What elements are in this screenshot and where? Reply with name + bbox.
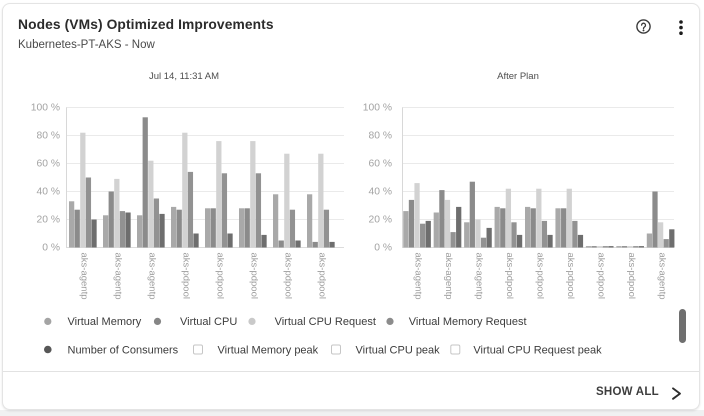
svg-text:Number of Consumers: Number of Consumers xyxy=(68,344,179,356)
svg-text:100 %: 100 % xyxy=(363,103,392,114)
svg-text:aks-agentp: aks-agentp xyxy=(413,253,424,300)
svg-text:40 %: 40 % xyxy=(369,187,392,198)
svg-text:aks-agentp: aks-agentp xyxy=(656,253,667,300)
svg-text:aks-agentp: aks-agentp xyxy=(79,253,90,300)
svg-text:Virtual CPU Request peak: Virtual CPU Request peak xyxy=(473,344,602,356)
svg-text:20 %: 20 % xyxy=(369,215,392,226)
svg-text:80 %: 80 % xyxy=(369,131,392,142)
svg-text:40 %: 40 % xyxy=(37,187,60,198)
svg-text:80 %: 80 % xyxy=(37,131,60,142)
svg-text:aks-agentp: aks-agentp xyxy=(147,253,158,300)
svg-text:After Plan: After Plan xyxy=(497,71,539,82)
svg-text:0 %: 0 % xyxy=(374,243,392,254)
svg-text:100 %: 100 % xyxy=(31,103,60,114)
svg-text:Virtual Memory: Virtual Memory xyxy=(68,316,142,328)
svg-text:Jul 14, 11:31 AM: Jul 14, 11:31 AM xyxy=(149,71,219,82)
svg-text:0 %: 0 % xyxy=(42,243,60,254)
svg-text:aks-pdpool: aks-pdpool xyxy=(565,253,576,299)
svg-text:aks-pdpool: aks-pdpool xyxy=(215,253,226,299)
svg-text:aks-pdpool: aks-pdpool xyxy=(595,253,606,299)
svg-text:60 %: 60 % xyxy=(37,159,60,170)
svg-text:aks-pdpool: aks-pdpool xyxy=(249,253,260,299)
svg-text:aks-pdpool: aks-pdpool xyxy=(283,253,294,299)
svg-text:Virtual CPU peak: Virtual CPU peak xyxy=(356,344,441,356)
svg-text:Virtual Memory peak: Virtual Memory peak xyxy=(218,344,319,356)
svg-text:aks-pdpool: aks-pdpool xyxy=(535,253,546,299)
svg-text:Virtual Memory Request: Virtual Memory Request xyxy=(409,316,527,328)
svg-text:60 %: 60 % xyxy=(369,159,392,170)
svg-text:aks-pdpool: aks-pdpool xyxy=(181,253,192,299)
svg-text:aks-pdpool: aks-pdpool xyxy=(504,253,515,299)
svg-text:aks-agentp: aks-agentp xyxy=(113,253,124,300)
svg-text:20 %: 20 % xyxy=(37,215,60,226)
svg-text:aks-pdpool: aks-pdpool xyxy=(626,253,637,299)
svg-text:Virtual CPU Request: Virtual CPU Request xyxy=(275,316,376,328)
svg-text:Virtual CPU: Virtual CPU xyxy=(180,316,237,328)
svg-text:aks-agentp: aks-agentp xyxy=(443,253,454,300)
svg-text:aks-agentp: aks-agentp xyxy=(474,253,485,300)
svg-text:aks-pdpool: aks-pdpool xyxy=(317,253,328,299)
